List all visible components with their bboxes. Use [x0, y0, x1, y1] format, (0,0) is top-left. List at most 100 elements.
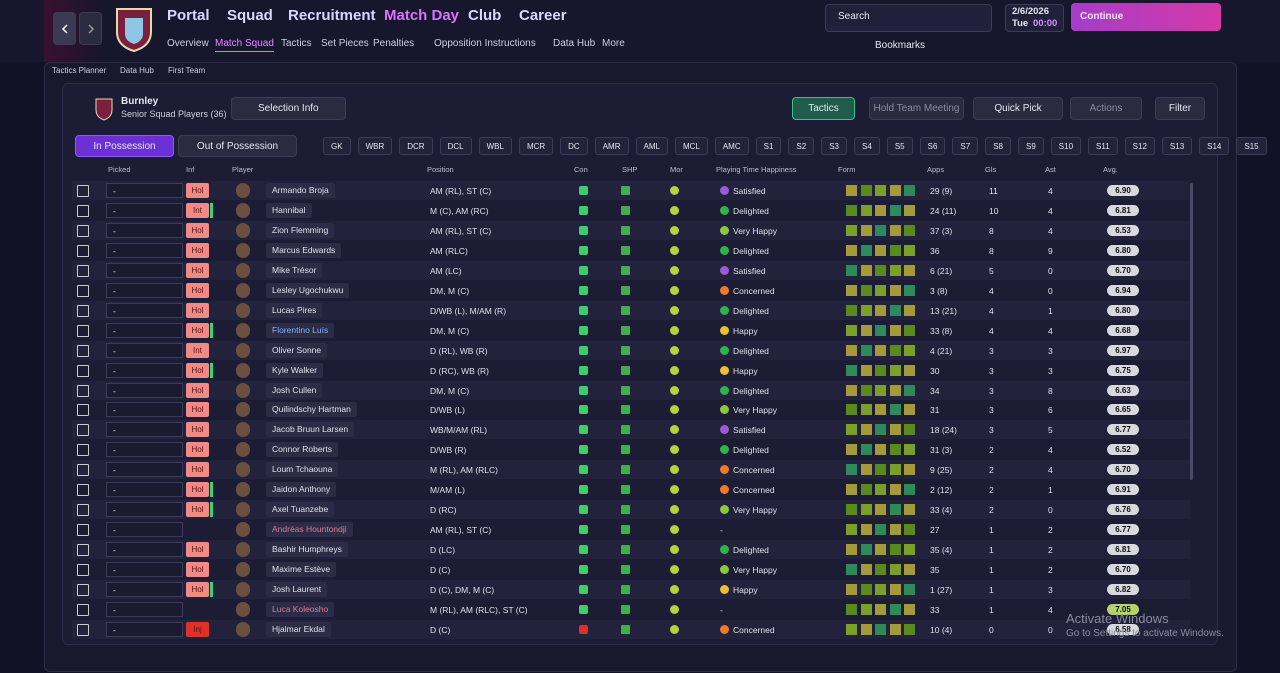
- checkbox[interactable]: [77, 623, 89, 636]
- player-name[interactable]: Armando Broja: [266, 183, 335, 198]
- player-name[interactable]: Loum Tchaouna: [266, 462, 339, 478]
- back-button[interactable]: [53, 12, 76, 45]
- menu-item[interactable]: Career: [519, 7, 567, 24]
- picked-select[interactable]: -: [106, 262, 183, 278]
- checkbox[interactable]: [77, 484, 89, 497]
- player-name[interactable]: Marcus Edwards: [266, 242, 342, 258]
- checkbox[interactable]: [77, 384, 89, 397]
- submenu-item[interactable]: Opposition Instructions: [434, 38, 536, 49]
- column-header[interactable]: Mor: [670, 165, 683, 174]
- player-name[interactable]: Jacob Bruun Larsen: [266, 422, 355, 438]
- picked-select[interactable]: -: [106, 183, 183, 198]
- panel-button[interactable]: Filter: [1155, 97, 1205, 120]
- position-filter[interactable]: S9: [1018, 137, 1044, 155]
- position-filter[interactable]: DCL: [439, 137, 472, 155]
- bookmarks[interactable]: Bookmarks: [875, 40, 926, 51]
- checkbox[interactable]: [77, 504, 89, 517]
- picked-select[interactable]: -: [106, 282, 183, 298]
- picked-select[interactable]: -: [106, 302, 183, 318]
- player-name[interactable]: Andréas Hountondji: [266, 522, 353, 538]
- picked-select[interactable]: -: [106, 362, 183, 378]
- submenu-item[interactable]: Penalties: [373, 38, 415, 49]
- checkbox[interactable]: [77, 564, 89, 577]
- forward-button[interactable]: [79, 12, 102, 45]
- position-filter[interactable]: MCR: [518, 137, 554, 155]
- picked-select[interactable]: -: [106, 562, 183, 578]
- picked-select[interactable]: -: [106, 502, 183, 518]
- player-name[interactable]: Lucas Pires: [266, 302, 323, 318]
- position-filter[interactable]: S6: [919, 137, 946, 155]
- panel-button[interactable]: Actions: [1070, 97, 1142, 120]
- position-filter[interactable]: S1: [755, 137, 782, 155]
- menu-item[interactable]: Match Day: [384, 7, 460, 24]
- checkbox[interactable]: [77, 284, 89, 297]
- column-header[interactable]: Apps: [927, 165, 945, 174]
- checkbox[interactable]: [77, 603, 89, 616]
- player-name[interactable]: Quilindschy Hartman: [266, 402, 357, 418]
- picked-select[interactable]: -: [106, 222, 183, 238]
- checkbox[interactable]: [77, 584, 89, 596]
- picked-select[interactable]: -: [106, 402, 183, 418]
- column-header[interactable]: Position: [427, 165, 454, 174]
- column-header[interactable]: SHP: [622, 165, 638, 174]
- position-filter[interactable]: S2: [788, 137, 815, 155]
- player-name[interactable]: Oliver Sonne: [266, 342, 328, 358]
- player-name[interactable]: Hjalmar Ekdal: [266, 621, 331, 637]
- column-header[interactable]: Inf: [186, 165, 195, 174]
- column-header[interactable]: Player: [232, 165, 254, 174]
- continue-button[interactable]: [1071, 3, 1221, 31]
- player-name[interactable]: Florentino Luís: [266, 322, 335, 338]
- player-name[interactable]: Mike Trésor: [266, 262, 323, 278]
- picked-select[interactable]: -: [106, 322, 183, 338]
- picked-select[interactable]: -: [106, 621, 183, 637]
- player-name[interactable]: Zion Flemming: [266, 222, 335, 238]
- position-filter[interactable]: S14: [1199, 137, 1230, 155]
- panel-button[interactable]: Hold Team Meeting: [869, 97, 964, 120]
- picked-select[interactable]: -: [106, 442, 183, 458]
- position-filter[interactable]: S11: [1088, 137, 1118, 155]
- panel-button[interactable]: Tactics: [792, 97, 855, 120]
- checkbox[interactable]: [77, 185, 89, 197]
- column-header[interactable]: Form: [838, 165, 856, 174]
- picked-select[interactable]: -: [106, 242, 183, 258]
- column-header[interactable]: Avg.: [1103, 165, 1118, 174]
- column-header[interactable]: Playing Time Happiness: [716, 165, 797, 174]
- player-name[interactable]: Bashir Humphreys: [266, 542, 348, 558]
- position-filter[interactable]: S5: [886, 137, 913, 155]
- position-filter[interactable]: S7: [952, 137, 979, 155]
- position-filter[interactable]: WBL: [478, 137, 512, 155]
- position-filter[interactable]: AMC: [714, 137, 749, 155]
- position-filter[interactable]: DCR: [399, 137, 433, 155]
- picked-select[interactable]: -: [106, 382, 183, 398]
- checkbox[interactable]: [77, 364, 89, 377]
- menu-item[interactable]: Recruitment: [288, 7, 376, 24]
- checkbox[interactable]: [77, 244, 89, 257]
- position-filter[interactable]: S3: [821, 137, 848, 155]
- checkbox[interactable]: [77, 524, 89, 537]
- checkbox[interactable]: [77, 324, 89, 337]
- submenu-item[interactable]: Overview: [167, 38, 209, 49]
- player-name[interactable]: Axel Tuanzebe: [266, 502, 335, 518]
- tab[interactable]: Out of Possession: [178, 135, 297, 157]
- position-filter[interactable]: AML: [635, 137, 668, 155]
- player-name[interactable]: Lesley Ugochukwu: [266, 282, 350, 298]
- checkbox[interactable]: [77, 404, 89, 417]
- player-name[interactable]: Hannibal: [266, 202, 312, 218]
- menu-item[interactable]: Squad: [227, 7, 273, 24]
- picked-select[interactable]: -: [106, 582, 183, 597]
- column-header[interactable]: Gls: [985, 165, 997, 174]
- picked-select[interactable]: -: [106, 542, 183, 558]
- checkbox[interactable]: [77, 464, 89, 477]
- breadcrumb-item[interactable]: Tactics Planner: [52, 66, 107, 75]
- player-name[interactable]: Josh Cullen: [266, 382, 323, 398]
- picked-select[interactable]: -: [106, 202, 183, 218]
- menu-item[interactable]: Portal: [167, 7, 210, 24]
- submenu-item[interactable]: Match Squad: [215, 38, 274, 52]
- submenu-item[interactable]: More: [602, 38, 625, 49]
- column-header[interactable]: Con: [574, 165, 588, 174]
- checkbox[interactable]: [77, 344, 89, 357]
- position-filter[interactable]: MCL: [674, 137, 708, 155]
- position-filter[interactable]: DC: [560, 137, 588, 155]
- menu-item[interactable]: Club: [468, 7, 502, 24]
- position-filter[interactable]: S12: [1124, 137, 1155, 155]
